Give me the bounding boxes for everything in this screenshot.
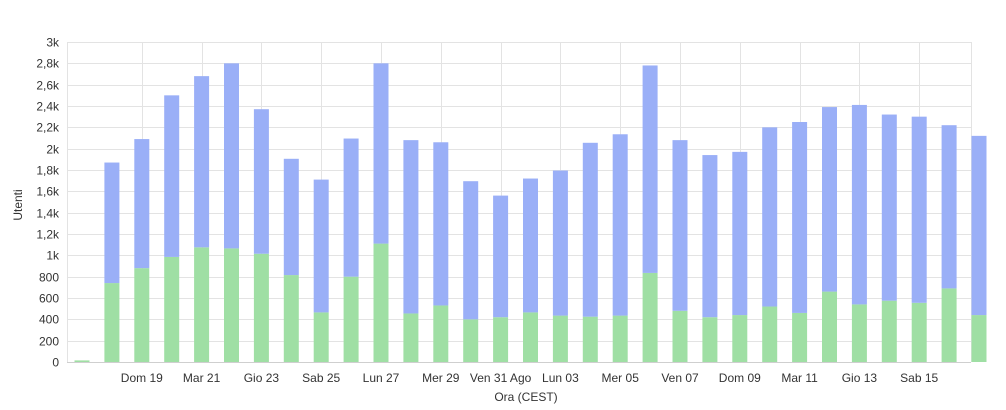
y-tick-label: 1,2k bbox=[36, 228, 60, 242]
bar-segment-upper[interactable] bbox=[283, 158, 299, 276]
bar-segment-lower[interactable] bbox=[792, 312, 808, 362]
bar-segment-upper[interactable] bbox=[194, 76, 210, 248]
y-tick-label: 1k bbox=[46, 249, 60, 263]
bar-segment-lower[interactable] bbox=[433, 305, 449, 362]
bar-segment-lower[interactable] bbox=[732, 315, 748, 362]
x-tick-label: Mer 29 bbox=[422, 371, 460, 385]
bar-segment-upper[interactable] bbox=[732, 151, 748, 316]
bar-segment-upper[interactable] bbox=[433, 142, 449, 306]
bar-segment-upper[interactable] bbox=[523, 178, 538, 313]
bar-segment-upper[interactable] bbox=[373, 63, 389, 244]
y-tick-label: 2,6k bbox=[36, 79, 60, 93]
bar-segment-upper[interactable] bbox=[582, 142, 598, 317]
bar-segment-upper[interactable] bbox=[911, 116, 927, 303]
x-tick-label: Mer 05 bbox=[602, 371, 640, 385]
bar-segment-lower[interactable] bbox=[672, 310, 688, 362]
bar-segment-lower[interactable] bbox=[194, 247, 210, 362]
bar-segment-lower[interactable] bbox=[762, 306, 778, 362]
y-axis-ticks: 0 200 400 600 800 1k 1,2k 1,4k 1,6k 1,8k 2k 2,2k 2,4… bbox=[36, 36, 60, 370]
bar-segment-lower[interactable] bbox=[493, 317, 509, 362]
bar-segment-lower[interactable] bbox=[224, 248, 239, 362]
y-tick-label: 2k bbox=[46, 143, 60, 157]
x-axis-ticks: Dom 19 Mar 21 Gio 23 Sab 25 Lun 27 Mer 29 Ven … bbox=[121, 371, 939, 385]
y-tick-label: 800 bbox=[39, 271, 59, 285]
bar-segment-upper[interactable] bbox=[881, 114, 897, 301]
bar-segment-upper[interactable] bbox=[672, 140, 688, 311]
bar-segment-upper[interactable] bbox=[463, 181, 479, 320]
x-tick-label: Ven 07 bbox=[661, 371, 699, 385]
y-tick-label: 0 bbox=[52, 356, 59, 370]
y-tick-label: 2,8k bbox=[36, 57, 60, 71]
bar-segment-lower[interactable] bbox=[313, 312, 329, 362]
x-tick-label: Mar 21 bbox=[183, 371, 221, 385]
y-tick-label: 1,4k bbox=[36, 207, 60, 221]
bar-segment-lower[interactable] bbox=[283, 275, 299, 362]
bar-segment-lower[interactable] bbox=[104, 283, 120, 362]
x-tick-label: Lun 03 bbox=[542, 371, 579, 385]
bar-segment-lower[interactable] bbox=[164, 256, 180, 362]
x-tick-label: Lun 27 bbox=[363, 371, 400, 385]
bar-segment-lower[interactable] bbox=[552, 315, 568, 362]
bar-segment-upper[interactable] bbox=[702, 155, 718, 318]
y-tick-label: 200 bbox=[39, 335, 59, 349]
x-axis-title: Ora (CEST) bbox=[494, 390, 557, 404]
bar-segment-lower[interactable] bbox=[881, 300, 897, 362]
bar-segment-upper[interactable] bbox=[104, 162, 120, 284]
bar-segment-lower[interactable] bbox=[403, 313, 419, 362]
bar-segment-lower[interactable] bbox=[911, 302, 927, 362]
y-tick-label: 600 bbox=[39, 292, 59, 306]
y-tick-label: 2,2k bbox=[36, 121, 60, 135]
bars bbox=[74, 63, 987, 362]
bar-segment-upper[interactable] bbox=[253, 109, 269, 254]
bar-segment-upper[interactable] bbox=[612, 134, 628, 316]
bar-segment-lower[interactable] bbox=[343, 276, 359, 362]
bar-segment-lower[interactable] bbox=[463, 319, 479, 362]
bar-segment-upper[interactable] bbox=[941, 125, 957, 289]
x-tick-label: Sab 25 bbox=[302, 371, 340, 385]
x-tick-label: Dom 19 bbox=[121, 371, 163, 385]
bar-segment-lower[interactable] bbox=[74, 360, 90, 362]
bar-segment-upper[interactable] bbox=[313, 179, 329, 313]
y-tick-label: 400 bbox=[39, 313, 59, 327]
bar-segment-upper[interactable] bbox=[343, 138, 359, 277]
x-tick-label: Gio 23 bbox=[244, 371, 280, 385]
bar-segment-lower[interactable] bbox=[373, 243, 389, 362]
bar-segment-lower[interactable] bbox=[582, 316, 598, 362]
bar-segment-lower[interactable] bbox=[612, 315, 628, 362]
bar-segment-upper[interactable] bbox=[762, 127, 778, 307]
bar-segment-upper[interactable] bbox=[134, 139, 150, 269]
bar-segment-lower[interactable] bbox=[851, 304, 867, 362]
bar-segment-upper[interactable] bbox=[493, 195, 509, 318]
y-tick-label: 3k bbox=[46, 36, 60, 50]
bar-segment-lower[interactable] bbox=[642, 272, 658, 362]
bar-segment-upper[interactable] bbox=[224, 63, 239, 249]
x-tick-label: Mar 11 bbox=[781, 371, 818, 385]
y-tick-label: 1,6k bbox=[36, 185, 60, 199]
bar-segment-lower[interactable] bbox=[822, 291, 837, 362]
x-tick-label: Dom 09 bbox=[719, 371, 761, 385]
y-axis-title: Utenti bbox=[11, 189, 25, 220]
bar-segment-lower[interactable] bbox=[941, 288, 957, 362]
bar-segment-upper[interactable] bbox=[792, 122, 808, 313]
y-tick-label: 1,8k bbox=[36, 164, 60, 178]
bar-segment-lower[interactable] bbox=[702, 317, 718, 362]
bar-segment-lower[interactable] bbox=[134, 268, 150, 362]
bar-segment-lower[interactable] bbox=[253, 253, 269, 362]
bar-segment-upper[interactable] bbox=[403, 140, 419, 314]
bar-segment-upper[interactable] bbox=[822, 107, 837, 292]
x-tick-label: Gio 13 bbox=[842, 371, 878, 385]
x-tick-label: Ven 31 Ago bbox=[470, 371, 532, 385]
bar-segment-upper[interactable] bbox=[851, 104, 867, 305]
bar-segment-upper[interactable] bbox=[971, 135, 987, 316]
x-tick-label: Sab 15 bbox=[900, 371, 938, 385]
bar-segment-lower[interactable] bbox=[523, 312, 538, 362]
bar-segment-upper[interactable] bbox=[552, 170, 568, 316]
bar-segment-upper[interactable] bbox=[164, 95, 180, 257]
y-tick-label: 2,4k bbox=[36, 100, 60, 114]
bar-segment-upper[interactable] bbox=[642, 65, 658, 273]
bar-segment-lower[interactable] bbox=[971, 315, 987, 362]
